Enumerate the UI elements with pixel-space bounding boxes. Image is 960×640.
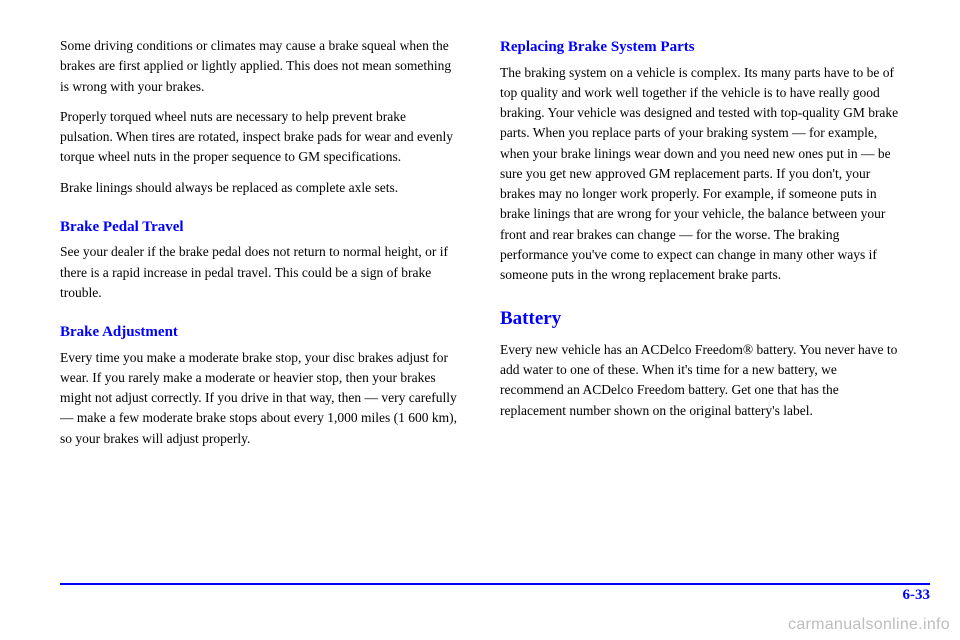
heading-battery: Battery bbox=[500, 305, 900, 334]
body-text: The braking system on a vehicle is compl… bbox=[500, 63, 900, 286]
right-column: Replacing Brake System Parts The braking… bbox=[500, 36, 900, 459]
footer-rule bbox=[60, 583, 930, 585]
page-footer: 6-33 bbox=[60, 583, 930, 604]
body-text: Every new vehicle has an ACDelco Freedom… bbox=[500, 340, 900, 421]
body-text: Brake linings should always be replaced … bbox=[60, 178, 460, 198]
body-text: Some driving conditions or climates may … bbox=[60, 36, 460, 97]
left-column: Some driving conditions or climates may … bbox=[60, 36, 460, 459]
heading-brake-adjustment: Brake Adjustment bbox=[60, 321, 460, 344]
body-text: Every time you make a moderate brake sto… bbox=[60, 348, 460, 449]
body-text: See your dealer if the brake pedal does … bbox=[60, 242, 460, 303]
page-number: 6-33 bbox=[60, 587, 930, 604]
body-text: Properly torqued wheel nuts are necessar… bbox=[60, 107, 460, 168]
heading-brake-pedal-travel: Brake Pedal Travel bbox=[60, 216, 460, 239]
heading-replacing-brake-parts: Replacing Brake System Parts bbox=[500, 36, 900, 59]
watermark-text: carmanualsonline.info bbox=[788, 616, 950, 634]
page-body: Some driving conditions or climates may … bbox=[0, 0, 960, 459]
